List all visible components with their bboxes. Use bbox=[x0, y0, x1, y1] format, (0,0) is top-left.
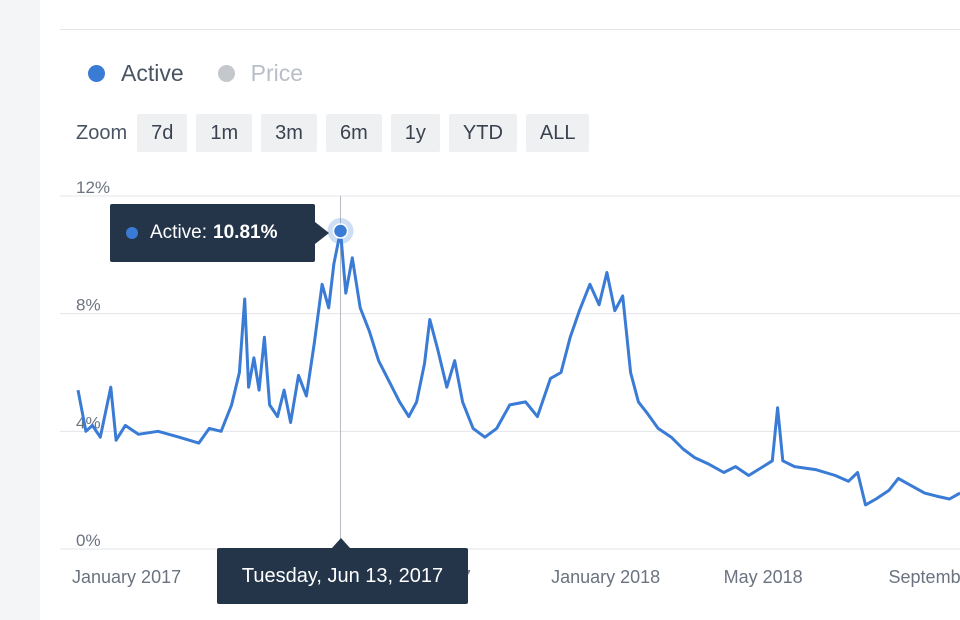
legend: Active Price bbox=[88, 60, 303, 87]
date-tooltip: Tuesday, Jun 13, 2017 bbox=[217, 548, 468, 604]
value-tooltip-pointer bbox=[315, 222, 329, 244]
series-dot-icon bbox=[126, 227, 138, 239]
x-tick-label: January 2017 bbox=[72, 567, 181, 587]
date-tooltip-pointer bbox=[332, 538, 350, 548]
x-tick-label: Septemb bbox=[889, 567, 960, 587]
tooltip-value: 10.81% bbox=[213, 222, 278, 243]
y-tick-label: 0% bbox=[76, 531, 101, 550]
legend-dot-icon bbox=[88, 65, 105, 82]
legend-item-price[interactable]: Price bbox=[217, 60, 304, 87]
legend-label-active: Active bbox=[121, 60, 184, 86]
highlight-point bbox=[332, 223, 349, 239]
y-tick-label: 12% bbox=[76, 178, 110, 197]
y-tick-label: 8% bbox=[76, 296, 101, 315]
zoom-all-button[interactable]: ALL bbox=[525, 114, 590, 152]
zoom-3m-button[interactable]: 3m bbox=[261, 114, 317, 152]
tooltip-series-label: Active: bbox=[150, 222, 208, 243]
legend-dot-icon bbox=[217, 65, 235, 82]
zoom-1m-button[interactable]: 1m bbox=[196, 114, 253, 152]
zoom-1y-button[interactable]: 1y bbox=[390, 114, 440, 152]
legend-label-price: Price bbox=[250, 60, 304, 86]
zoom-7d-button[interactable]: 7d bbox=[137, 114, 188, 152]
zoom-controls: Zoom 7d 1m 3m 6m 1y YTD ALL bbox=[76, 114, 598, 152]
x-tick-label: May 2018 bbox=[724, 567, 803, 587]
header-divider bbox=[60, 29, 960, 30]
active-series-line bbox=[76, 229, 960, 507]
zoom-label: Zoom bbox=[76, 121, 128, 144]
zoom-6m-button[interactable]: 6m bbox=[325, 114, 382, 152]
value-tooltip: Active: 10.81% bbox=[110, 204, 315, 262]
chart-card bbox=[40, 0, 960, 620]
x-tick-label: January 2018 bbox=[551, 567, 660, 587]
legend-item-active[interactable]: Active bbox=[88, 60, 184, 87]
zoom-ytd-button[interactable]: YTD bbox=[448, 114, 517, 152]
